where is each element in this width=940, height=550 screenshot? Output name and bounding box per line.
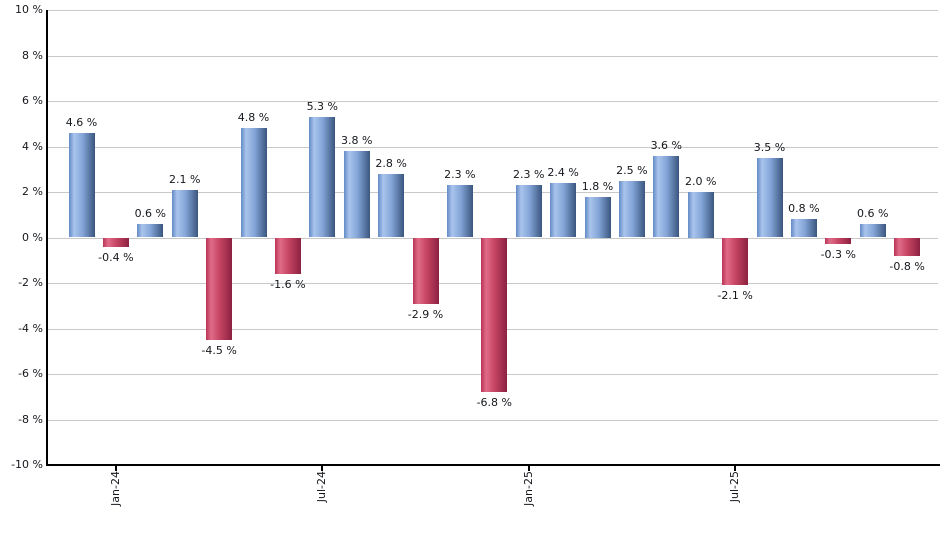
negative-return-bar: [274, 237, 301, 274]
y-axis-tick-label: -6 %: [18, 367, 43, 380]
x-axis-tick: [527, 466, 530, 471]
bar-value-label: 3.8 %: [340, 134, 373, 148]
bar-value-label: -0.4 %: [98, 250, 134, 264]
bar-value-label: 2.8 %: [375, 156, 407, 170]
positive-return-bar: [756, 157, 783, 238]
positive-return-bar: [550, 182, 577, 238]
bar-value-label: 2.4 %: [547, 165, 579, 179]
positive-return-bar: [68, 132, 95, 238]
positive-return-bar: [859, 223, 886, 238]
x-axis-tick: [114, 466, 117, 471]
gridline: [48, 56, 938, 57]
bar-value-label: 5.3 %: [306, 99, 339, 113]
positive-return-bar: [343, 151, 370, 238]
y-axis-tick-label: 0 %: [22, 231, 43, 244]
positive-return-bar: [687, 192, 714, 238]
x-axis-tick-label: Jul-24: [315, 471, 329, 503]
negative-return-bar: [481, 237, 508, 393]
positive-return-bar: [790, 219, 817, 238]
y-axis-tick-label: -10 %: [11, 458, 43, 471]
positive-return-bar: [515, 185, 542, 238]
gridline: [48, 101, 938, 102]
positive-return-bar: [446, 185, 473, 238]
positive-return-bar: [378, 173, 405, 238]
gridline: [48, 147, 938, 148]
x-axis-tick-label: Jul-25: [728, 471, 742, 503]
bar-value-label: 1.8 %: [581, 179, 614, 193]
bar-value-label: -0.3 %: [820, 248, 856, 262]
positive-return-bar: [309, 116, 336, 238]
y-axis-tick-label: 4 %: [22, 140, 43, 153]
y-axis-tick-label: -2 %: [18, 276, 43, 289]
y-axis-tick-label: 10 %: [15, 3, 43, 16]
bar-value-label: 2.5 %: [616, 163, 648, 177]
bar-value-label: 4.8 %: [237, 111, 270, 125]
bar-value-label: 4.6 %: [65, 115, 98, 129]
y-axis-tick-label: 8 %: [22, 49, 43, 62]
bar-value-label: 2.3 %: [512, 168, 545, 182]
x-axis-tick-label: Jan-25: [521, 471, 535, 506]
y-axis: [46, 10, 48, 465]
negative-return-bar: [412, 237, 439, 304]
gridline: [48, 192, 938, 193]
bar-value-label: 0.6 %: [134, 206, 167, 220]
negative-return-bar: [894, 237, 921, 256]
bar-value-label: -2.9 %: [407, 307, 444, 321]
y-axis-tick-label: -8 %: [18, 413, 43, 426]
gridline: [48, 420, 938, 421]
negative-return-bar: [102, 237, 129, 247]
bar-value-label: -4.5 %: [201, 343, 237, 357]
bar-value-label: -6.8 %: [476, 396, 512, 410]
negative-return-bar: [825, 237, 852, 245]
bar-value-label: 0.6 %: [856, 206, 889, 220]
positive-return-bar: [137, 223, 164, 238]
positive-return-bar: [618, 180, 645, 238]
bar-value-label: 3.6 %: [650, 138, 683, 152]
x-axis-tick-label: Jan-24: [108, 471, 122, 506]
bar-value-label: -0.8 %: [889, 259, 925, 273]
y-axis-tick-label: -4 %: [18, 322, 43, 335]
bar-value-label: 2.0 %: [684, 175, 717, 188]
x-axis: [46, 464, 940, 466]
y-axis-tick-label: 6 %: [22, 94, 43, 107]
bar-value-label: -1.6 %: [270, 277, 306, 291]
y-axis-tick-label: 2 %: [22, 185, 43, 198]
x-axis-tick: [321, 466, 324, 471]
positive-return-bar: [240, 128, 267, 238]
gridline: [48, 10, 938, 11]
positive-return-bar: [653, 155, 680, 238]
negative-return-bar: [722, 237, 749, 286]
bar-value-label: 0.8 %: [788, 202, 820, 216]
bar-value-label: 3.5 %: [753, 140, 786, 154]
x-axis-tick: [734, 466, 737, 471]
bar-value-label: 2.1 %: [168, 172, 201, 186]
positive-return-bar: [171, 189, 198, 238]
positive-return-bar: [584, 196, 611, 238]
bar-value-label: 2.3 %: [444, 168, 476, 182]
negative-return-bar: [206, 237, 233, 340]
bar-value-label: -2.1 %: [717, 289, 753, 303]
